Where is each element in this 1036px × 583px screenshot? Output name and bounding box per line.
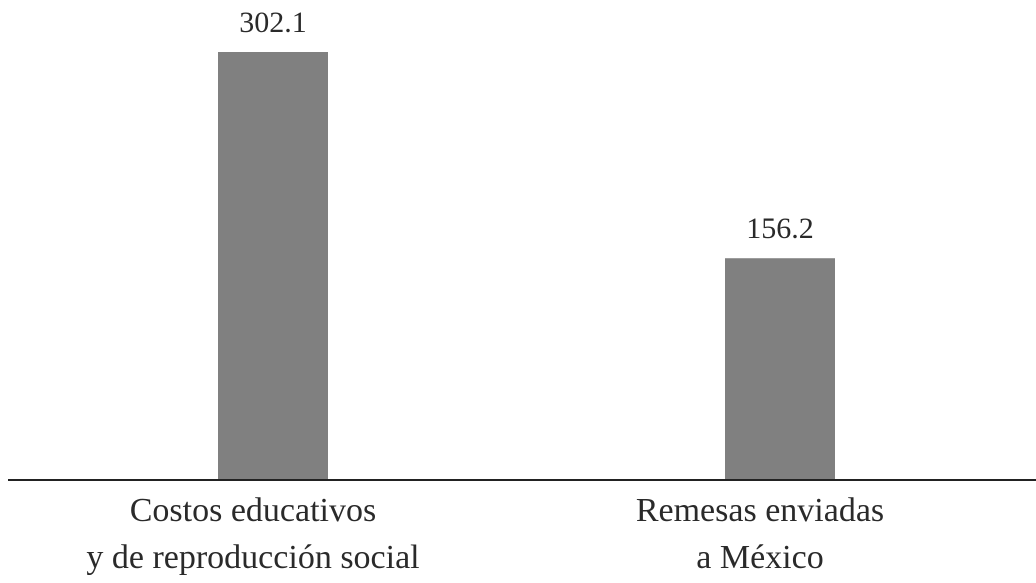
- value-label-0: 302.1: [239, 6, 307, 39]
- category-label-1-line-0: Remesas enviadas: [636, 492, 884, 529]
- bars-layer: [218, 52, 835, 479]
- value-label-1: 156.2: [746, 212, 814, 245]
- bar-1: [725, 258, 835, 479]
- category-label-0-line-1: y de reproducción social: [86, 539, 419, 576]
- category-labels-layer: Costos educativos y de reproducción socia…: [86, 492, 884, 576]
- bar-0: [218, 52, 328, 479]
- category-label-0-line-0: Costos educativos: [130, 492, 376, 529]
- category-label-1-line-1: a México: [696, 539, 823, 576]
- value-labels-layer: 302.1 156.2: [239, 6, 814, 245]
